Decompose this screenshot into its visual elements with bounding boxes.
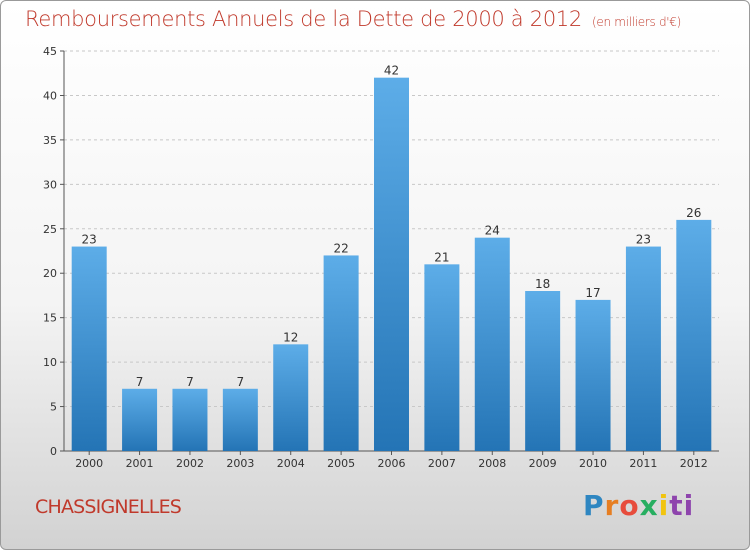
data-label-2007: 21 [434,250,449,264]
y-tick-label: 45 [43,45,57,58]
y-tick-label: 10 [43,356,57,369]
x-tick-label-2012: 2012 [680,457,708,470]
x-tick-label-2004: 2004 [277,457,305,470]
y-tick-label: 35 [43,134,57,147]
data-label-2009: 18 [535,277,550,291]
x-tick-label-2003: 2003 [226,457,254,470]
bar-2005 [323,255,359,451]
unit-label: (en milliers d'€) [592,15,682,29]
bar-2012 [676,219,712,451]
y-tick-label: 20 [43,267,57,280]
bar-2009 [525,291,561,451]
bar-2008 [474,237,510,451]
y-tick-label: 25 [43,223,57,236]
data-label-2001: 7 [136,375,144,389]
y-tick-label: 30 [43,178,57,191]
city-name: CHASSIGNELLES [35,496,182,518]
bar-2011 [625,246,661,451]
y-tick-label: 0 [50,445,57,458]
data-label-2008: 24 [485,224,500,238]
data-label-2011: 23 [636,233,651,247]
bar-2000 [71,246,107,451]
x-tick-label-2008: 2008 [478,457,506,470]
data-label-2002: 7 [186,375,194,389]
data-label-2010: 17 [585,286,600,300]
x-tick-label-2011: 2011 [629,457,657,470]
chart-title: Remboursements Annuels de la Dette de 20… [25,7,682,31]
bar-2007 [424,264,460,451]
x-tick-label-2006: 2006 [378,457,406,470]
x-tick-label-2010: 2010 [579,457,607,470]
x-tick-label-2001: 2001 [126,457,154,470]
data-label-2004: 12 [283,330,298,344]
bar-2002 [172,388,208,451]
proxiti-logo: Proxiti [583,489,695,522]
bar-2001 [122,388,158,451]
bar-2010 [575,299,611,451]
bar-2003 [222,388,258,451]
data-label-2003: 7 [237,375,245,389]
data-label-2000: 23 [82,233,97,247]
x-tick-label-2009: 2009 [529,457,557,470]
x-tick-label-2000: 2000 [75,457,103,470]
data-label-2005: 22 [333,241,348,255]
data-label-2006: 42 [384,64,399,78]
y-tick-label: 15 [43,312,57,325]
x-tick-label-2007: 2007 [428,457,456,470]
y-tick-label: 5 [50,401,57,414]
bar-2004 [273,344,309,451]
data-label-2012: 26 [686,206,701,220]
bar-2006 [374,77,409,452]
y-tick-label: 40 [43,89,57,102]
x-tick-label-2005: 2005 [327,457,355,470]
x-tick-label-2002: 2002 [176,457,204,470]
